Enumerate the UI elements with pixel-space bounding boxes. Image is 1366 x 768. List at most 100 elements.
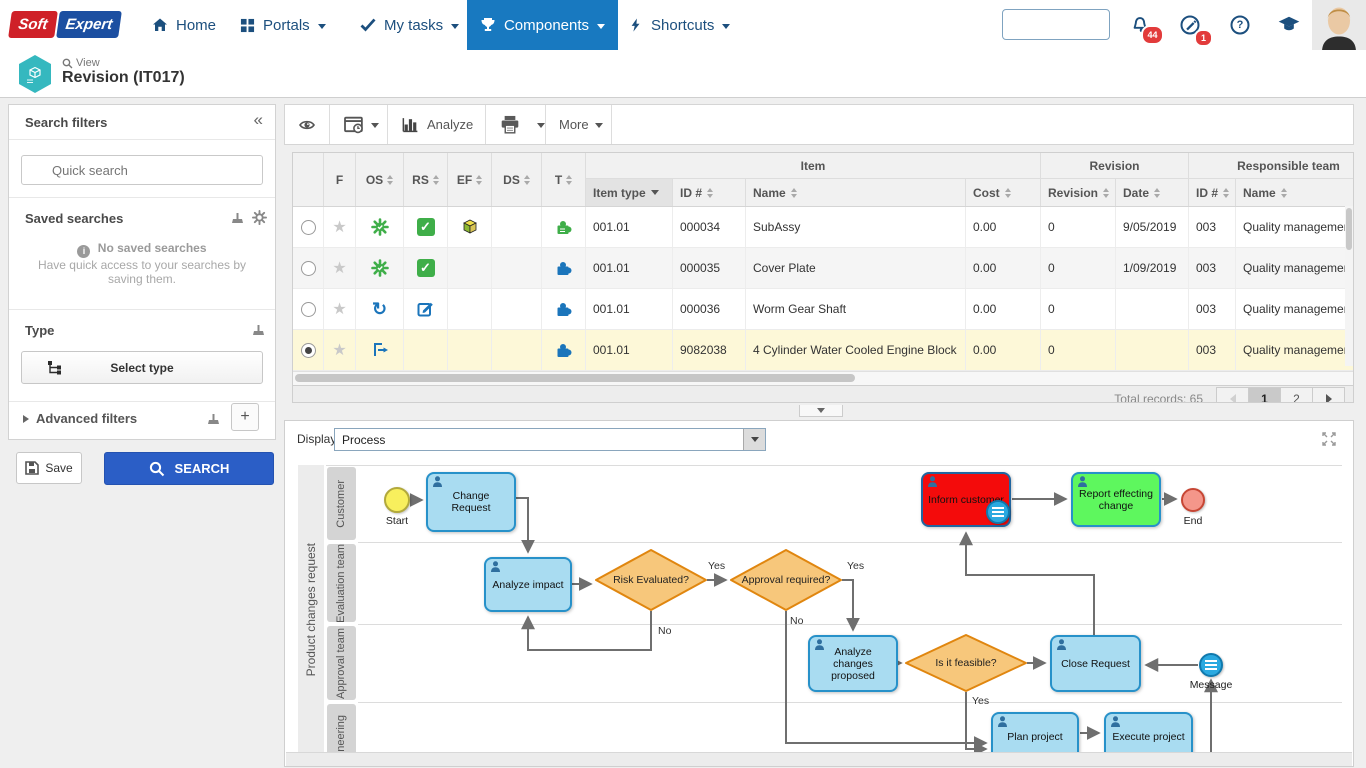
row-select-radio[interactable] — [300, 301, 316, 317]
task-report-effecting-change[interactable]: Report effecting change — [1071, 472, 1161, 527]
message-event[interactable] — [1199, 653, 1223, 677]
scrollbar-thumb[interactable] — [295, 374, 855, 382]
task-analyze-impact[interactable]: Analyze impact — [484, 557, 572, 612]
page-2-button[interactable]: 2 — [1280, 387, 1313, 402]
col-header-team-id[interactable]: ID # — [1188, 179, 1235, 206]
row-select-radio[interactable] — [300, 342, 316, 358]
search-label: SEARCH — [174, 461, 230, 476]
table-row[interactable]: 001.01 000035 Cover Plate 0.00 0 1/09/20… — [293, 248, 1353, 289]
col-header-ds[interactable]: DS — [491, 153, 541, 206]
schedule-view-button[interactable] — [343, 105, 379, 144]
col-header-os[interactable]: OS — [355, 153, 403, 206]
type-tree-icon — [48, 361, 61, 375]
clear-filter-icon[interactable] — [252, 324, 265, 337]
cell-item-type: 001.01 — [585, 330, 672, 370]
select-type-button[interactable]: Select type — [21, 351, 263, 384]
favorite-star-icon[interactable] — [332, 299, 346, 319]
favorite-star-icon[interactable] — [332, 258, 346, 278]
end-event[interactable] — [1181, 488, 1205, 512]
printer-icon — [501, 115, 519, 134]
col-header-f[interactable]: F — [323, 153, 355, 206]
add-filter-button[interactable]: + — [231, 403, 259, 431]
col-header-rs[interactable]: RS — [403, 153, 447, 206]
nav-portals-label: Portals — [263, 16, 310, 34]
select-caret[interactable] — [743, 429, 765, 450]
preview-button[interactable] — [297, 105, 317, 144]
scrollbar-thumb[interactable] — [1346, 208, 1352, 250]
nav-home[interactable]: Home — [152, 0, 216, 50]
cell-id: 000036 — [672, 289, 745, 329]
gateway-is-it-feasible — [905, 634, 1027, 692]
save-search-button[interactable]: Save — [16, 452, 82, 484]
task-close-request[interactable]: Close Request — [1050, 635, 1141, 692]
more-button[interactable]: More — [559, 105, 603, 144]
global-search-input[interactable] — [1002, 9, 1110, 40]
col-header-team-name[interactable]: Name — [1235, 179, 1345, 206]
expand-icon[interactable] — [1321, 431, 1337, 447]
col-header-ef[interactable]: EF — [447, 153, 491, 206]
table-row[interactable]: 001.01 000034 SubAssy 0.00 0 9/05/2019 0… — [293, 207, 1353, 248]
col-header-name[interactable]: Name — [745, 179, 965, 206]
table-row[interactable]: 001.01 000036 Worm Gear Shaft 0.00 0 003… — [293, 289, 1353, 330]
cell-date — [1115, 289, 1188, 329]
grid-toolbar: Analyze More — [284, 104, 1354, 145]
cell-name: SubAssy — [745, 207, 965, 247]
training-button[interactable] — [1276, 12, 1302, 38]
sort-icon — [432, 174, 439, 185]
page-title: Revision (IT017) — [62, 69, 185, 86]
nav-my-tasks[interactable]: My tasks — [360, 0, 460, 50]
col-header-date[interactable]: Date — [1115, 179, 1188, 206]
cell-cost: 0.00 — [965, 207, 1040, 247]
analyze-button[interactable]: Analyze — [401, 105, 473, 144]
page-next-button[interactable] — [1312, 387, 1345, 402]
display-select[interactable]: Process — [334, 428, 766, 451]
row-select-radio[interactable] — [300, 219, 316, 235]
sort-icon — [1223, 187, 1230, 198]
gear-icon[interactable] — [252, 210, 267, 225]
advanced-filters-toggle[interactable]: Advanced filters — [23, 411, 137, 426]
row-select-radio[interactable] — [300, 260, 316, 276]
task-plan-project[interactable]: Plan project — [991, 712, 1079, 755]
favorite-star-icon[interactable] — [332, 340, 346, 360]
col-header-cost[interactable]: Cost — [965, 179, 1040, 206]
start-event[interactable] — [384, 487, 410, 513]
cell-team-id: 003 — [1188, 207, 1235, 247]
nav-shortcuts[interactable]: Shortcuts — [629, 0, 731, 50]
page-1-button[interactable]: 1 — [1248, 387, 1281, 402]
favorite-star-icon[interactable] — [332, 217, 346, 237]
help-button[interactable]: ? — [1227, 12, 1253, 38]
nav-portals[interactable]: Portals — [240, 0, 326, 50]
task-execute-project[interactable]: Execute project — [1104, 712, 1193, 755]
diagram-horizontal-scrollbar[interactable] — [286, 752, 1352, 766]
col-header-t[interactable]: T — [541, 153, 585, 206]
save-floppy-icon — [25, 461, 40, 475]
task-analyze-changes-proposed[interactable]: Analyze changes proposed — [808, 635, 898, 692]
clear-filter-icon[interactable] — [231, 212, 244, 225]
horizontal-scrollbar[interactable] — [293, 371, 1353, 385]
released-check-icon — [416, 218, 435, 236]
col-header-id[interactable]: ID # — [672, 179, 745, 206]
sort-icon — [1004, 187, 1011, 198]
bar-chart-icon — [402, 118, 418, 133]
cell-revision: 0 — [1040, 248, 1115, 288]
task-change-request[interactable]: Change Request — [426, 472, 516, 532]
user-avatar[interactable] — [1312, 0, 1366, 57]
page-prev-button[interactable] — [1216, 387, 1249, 402]
panel-splitter-handle[interactable] — [799, 405, 843, 417]
flow-risk-no-back-to-analyze-impact — [521, 611, 652, 651]
chevron-down-icon — [594, 123, 603, 128]
table-row-selected[interactable]: 001.01 9082038 4 Cylinder Water Cooled E… — [293, 330, 1353, 371]
vertical-scrollbar[interactable] — [1345, 206, 1353, 366]
col-header-item-type[interactable]: Item type — [585, 179, 672, 206]
cell-team-name: Quality management — [1235, 207, 1345, 247]
clear-filter-icon[interactable] — [207, 413, 220, 426]
quick-search-input[interactable] — [21, 155, 263, 185]
collapse-panel-button[interactable]: « — [253, 110, 263, 129]
updates-count-badge: 1 — [1194, 29, 1213, 47]
nav-components[interactable]: Components — [467, 0, 618, 50]
print-button[interactable] — [499, 105, 545, 144]
portals-grid-icon — [240, 18, 255, 32]
search-button[interactable]: SEARCH — [104, 452, 274, 485]
updates-button[interactable] — [1177, 12, 1203, 38]
col-header-revision[interactable]: Revision — [1040, 179, 1115, 206]
